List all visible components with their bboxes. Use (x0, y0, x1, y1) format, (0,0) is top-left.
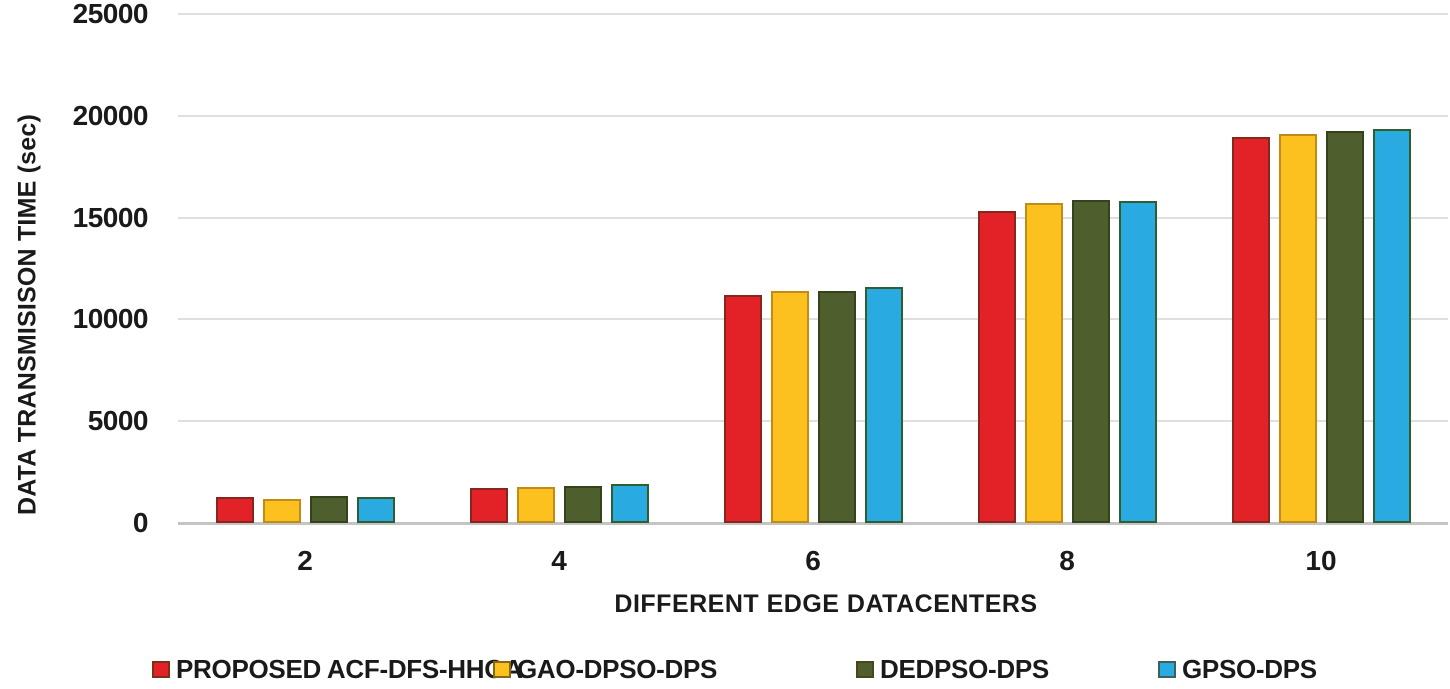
x-tick-label-10: 10 (1305, 545, 1337, 576)
bar-dedpso-dps-x2 (309, 496, 348, 523)
bar-group-10 (1194, 14, 1448, 523)
bar-proposed-acf-dfs-hhoa-x6 (723, 295, 762, 523)
legend-label: PROPOSED ACF-DFS-HHOA (176, 653, 523, 684)
bar-group-4 (432, 14, 686, 523)
bar-group-8 (940, 14, 1194, 523)
legend-label: GAO-DPSO-DPS (517, 653, 718, 684)
bar-gpso-dps-x4 (610, 484, 649, 523)
bar-gpso-dps-x8 (1118, 201, 1157, 523)
bar-gao-dpso-dps-x10 (1278, 134, 1317, 523)
y-tick-label-5000: 5000 (87, 405, 149, 437)
bar-gao-dpso-dps-x6 (770, 291, 809, 523)
gridline-0 (178, 522, 1448, 525)
legend-swatch-icon (1158, 660, 1176, 678)
x-tick-label-6: 6 (805, 545, 821, 576)
bar-dedpso-dps-x6 (817, 291, 856, 523)
gridline-25000 (178, 13, 1448, 15)
bar-gpso-dps-x6 (864, 287, 903, 523)
legend-swatch-icon (152, 660, 170, 678)
bar-group-2 (178, 14, 432, 523)
legend-label: DEDPSO-DPS (880, 653, 1049, 684)
legend-swatch-icon (856, 660, 874, 678)
legend-item-proposed-acf-dfs-hhoa: PROPOSED ACF-DFS-HHOA (152, 653, 523, 684)
gridline-20000 (178, 114, 1448, 117)
y-tick-label-10000: 10000 (72, 303, 149, 335)
bar-gpso-dps-x2 (356, 497, 395, 523)
x-tick-label-2: 2 (297, 545, 313, 576)
legend-swatch-icon (493, 660, 511, 678)
bar-proposed-acf-dfs-hhoa-x8 (977, 211, 1016, 523)
bar-proposed-acf-dfs-hhoa-x4 (469, 488, 508, 523)
legend-item-gpso-dps: GPSO-DPS (1158, 653, 1317, 684)
x-tick-label-8: 8 (1059, 545, 1075, 576)
bar-gao-dpso-dps-x2 (262, 499, 301, 523)
y-tick-label-0: 0 (132, 507, 149, 538)
bar-proposed-acf-dfs-hhoa-x10 (1231, 137, 1270, 523)
y-tick-label-25000: 25000 (72, 0, 149, 29)
legend-label: GPSO-DPS (1182, 653, 1317, 684)
x-tick-label-4: 4 (551, 545, 567, 576)
legend-item-dedpso-dps: DEDPSO-DPS (856, 653, 1049, 684)
bar-dedpso-dps-x10 (1325, 131, 1364, 523)
bar-proposed-acf-dfs-hhoa-x2 (215, 497, 254, 523)
gridline-5000 (178, 420, 1448, 423)
bar-dedpso-dps-x4 (563, 486, 602, 523)
gridline-10000 (178, 318, 1448, 321)
bar-dedpso-dps-x8 (1071, 200, 1110, 523)
x-axis-title: DIFFERENT EDGE DATACENTERS (614, 590, 1038, 618)
bar-group-6 (686, 14, 940, 523)
y-tick-label-20000: 20000 (72, 99, 149, 131)
bar-gpso-dps-x10 (1372, 129, 1411, 523)
bar-gao-dpso-dps-x8 (1024, 203, 1063, 523)
y-tick-label-15000: 15000 (72, 201, 149, 233)
legend-item-gao-dpso-dps: GAO-DPSO-DPS (493, 653, 718, 684)
gridline-15000 (178, 216, 1448, 219)
bar-gao-dpso-dps-x4 (516, 487, 555, 523)
